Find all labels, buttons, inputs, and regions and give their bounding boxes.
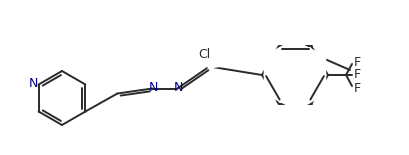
Text: Cl: Cl [198,48,211,61]
Text: N: N [174,81,183,94]
Text: F: F [353,69,361,82]
Text: N: N [29,77,38,90]
Text: N: N [149,81,158,94]
Polygon shape [265,40,326,110]
Text: F: F [353,55,361,69]
Text: F: F [353,82,361,95]
